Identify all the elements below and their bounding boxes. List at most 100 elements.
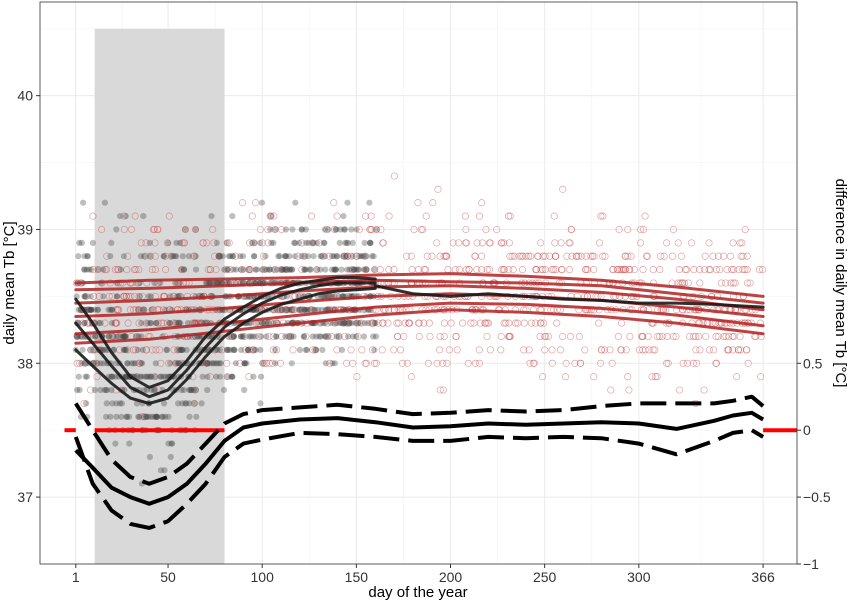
scatter-point-filled xyxy=(370,253,377,260)
scatter-point-open xyxy=(500,239,508,247)
scatter-point-filled xyxy=(94,360,101,367)
x-tick-label: 300 xyxy=(627,569,651,585)
scatter-point-filled xyxy=(351,266,358,273)
y2-tick-label: 0 xyxy=(803,422,811,438)
scatter-point-open xyxy=(562,359,570,367)
scatter-point-filled xyxy=(232,360,239,367)
fit-line-group-b xyxy=(74,284,765,312)
scatter-point-open xyxy=(333,212,341,220)
scatter-point-filled xyxy=(302,226,309,233)
scatter-point-filled xyxy=(258,373,265,380)
scatter-point-filled xyxy=(278,266,285,273)
scatter-point-open xyxy=(390,346,398,354)
scatter-point-open xyxy=(668,252,676,260)
scatter-point-filled xyxy=(221,266,228,273)
scatter-point-filled xyxy=(134,346,141,353)
scatter-point-open xyxy=(581,346,589,354)
scatter-point-filled xyxy=(143,413,150,420)
scatter-point-filled xyxy=(303,346,311,353)
scatter-point-filled xyxy=(327,320,334,327)
scatter-point-filled xyxy=(313,333,320,340)
scatter-point-filled xyxy=(319,346,326,353)
scatter-point-filled xyxy=(192,253,199,260)
scatter-point-filled xyxy=(121,333,128,340)
scatter-point-open xyxy=(415,332,423,341)
scatter-point-filled xyxy=(341,226,348,233)
scatter-point-open xyxy=(340,332,349,341)
scatter-point-filled xyxy=(372,320,379,327)
scatter-point-filled xyxy=(275,253,282,260)
scatter-point-filled xyxy=(176,279,183,287)
scatter-point-filled xyxy=(230,346,237,353)
scatter-point-open xyxy=(609,266,617,274)
scatter-point-open xyxy=(298,239,306,247)
scatter-point-filled xyxy=(267,213,274,220)
scatter-point-filled xyxy=(179,253,186,260)
scatter-point-open xyxy=(625,386,633,394)
scatter-point-open xyxy=(741,225,749,234)
scatter-point-open xyxy=(163,319,171,327)
scatter-point-open xyxy=(249,346,257,354)
scatter-point-filled xyxy=(229,373,236,380)
scatter-point-filled xyxy=(141,253,148,260)
scatter-point-filled xyxy=(321,293,328,300)
scatter-point-open xyxy=(103,252,111,260)
scatter-point-open xyxy=(170,346,178,354)
scatter-point-filled xyxy=(251,239,258,246)
scatter-point-open xyxy=(433,239,441,247)
scatter-point-filled xyxy=(366,239,374,246)
scatter-point-filled xyxy=(286,266,293,273)
x-tick-label: 366 xyxy=(751,569,775,585)
scatter-point-filled xyxy=(353,266,360,273)
scatter-point-filled xyxy=(84,306,91,313)
scatter-point-open xyxy=(132,266,140,274)
scatter-point-open xyxy=(551,252,560,260)
scatter-point-filled xyxy=(237,253,244,260)
scatter-point-filled xyxy=(207,279,214,287)
scatter-point-filled xyxy=(288,306,295,313)
scatter-point-filled xyxy=(356,253,363,260)
scatter-point-filled xyxy=(262,253,269,260)
scatter-point-filled xyxy=(103,413,110,420)
scatter-point-open xyxy=(206,266,214,274)
scatter-point-filled xyxy=(213,239,220,246)
scatter-point-open xyxy=(506,332,514,341)
scatter-point-filled xyxy=(206,279,213,287)
scatter-point-open xyxy=(608,359,616,367)
scatter-point-filled xyxy=(249,333,256,340)
scatter-point-open xyxy=(151,266,159,274)
scatter-point-open xyxy=(245,266,253,274)
scatter-point-open xyxy=(566,239,574,247)
scatter-point-filled xyxy=(166,320,173,327)
scatter-point-open xyxy=(165,212,173,220)
scatter-point-open xyxy=(660,252,668,260)
scatter-point-filled xyxy=(120,346,127,353)
scatter-point-filled xyxy=(306,266,313,273)
scatter-point-open xyxy=(728,266,736,274)
scatter-point-open xyxy=(124,346,132,354)
scatter-point-open xyxy=(210,239,218,247)
scatter-point-filled xyxy=(148,320,155,327)
scatter-point-filled xyxy=(87,346,94,353)
scatter-point-filled xyxy=(81,253,88,260)
scatter-point-open xyxy=(262,359,270,367)
scatter-point-filled xyxy=(227,253,234,260)
scatter-point-filled xyxy=(263,333,270,340)
scatter-point-filled xyxy=(240,333,247,340)
scatter-point-open xyxy=(92,359,100,367)
scatter-point-open xyxy=(422,212,430,220)
scatter-point-filled xyxy=(118,413,125,420)
scatter-point-open xyxy=(151,252,159,260)
scatter-point-filled xyxy=(246,333,253,340)
scatter-point-filled xyxy=(152,320,160,327)
scatter-point-filled xyxy=(108,386,115,394)
scatter-point-open xyxy=(709,252,717,260)
scatter-point-filled xyxy=(149,413,157,420)
scatter-point-filled xyxy=(102,386,110,394)
scatter-point-open xyxy=(627,252,635,260)
fit-line-group-a xyxy=(373,284,765,309)
scatter-point-filled xyxy=(373,333,380,340)
scatter-point-filled xyxy=(147,413,154,420)
difference-curves xyxy=(64,394,797,530)
scatter-point-filled xyxy=(247,333,254,340)
